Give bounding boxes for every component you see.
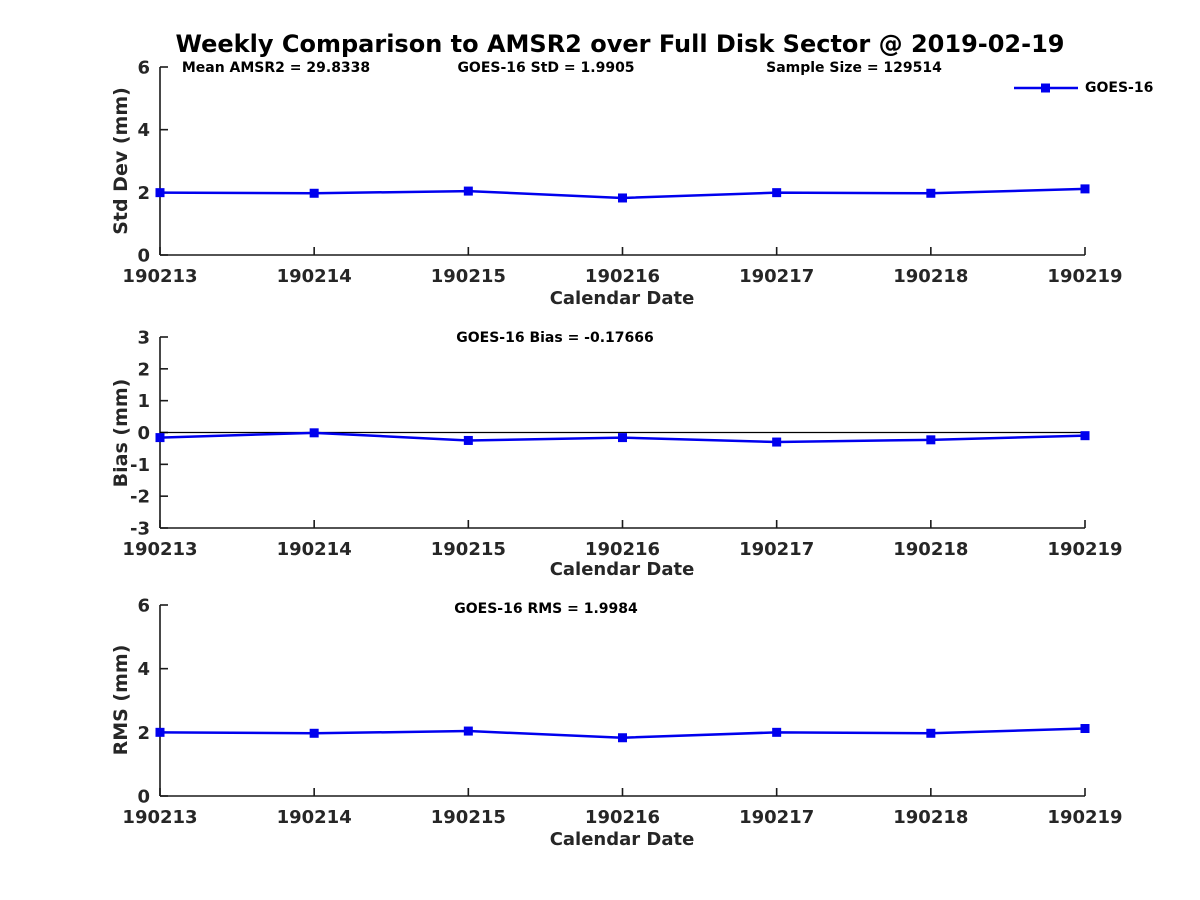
y-tick-label: 6	[137, 596, 150, 617]
data-point-marker	[772, 188, 782, 198]
data-point-marker	[309, 728, 319, 738]
x-tick-label: 190218	[893, 266, 968, 287]
legend-marker-icon	[1014, 83, 1078, 93]
data-point-marker	[463, 726, 473, 736]
x-tick-label: 190219	[1047, 266, 1122, 287]
y-tick-label: -1	[130, 455, 150, 476]
x-tick-label: 190219	[1047, 539, 1122, 560]
legend-label: GOES-16	[1085, 80, 1154, 96]
data-point-marker	[618, 733, 627, 743]
x-axis-label-1: Calendar Date	[549, 288, 695, 309]
y-tick-label: 2	[137, 359, 150, 380]
y-tick-label: 1	[137, 391, 150, 412]
x-tick-label: 190218	[893, 807, 968, 828]
x-tick-label: 190213	[122, 266, 197, 287]
stat-mean-amsr2: Mean AMSR2 = 29.8338	[181, 60, 371, 76]
data-point-marker	[463, 186, 473, 196]
stat-sample-size: Sample Size = 129514	[766, 60, 942, 76]
x-tick-label: 190219	[1047, 807, 1122, 828]
data-point-marker	[926, 435, 936, 445]
y-tick-label: 2	[137, 723, 150, 744]
y-tick-label: 6	[137, 58, 150, 79]
x-tick-label: 190213	[122, 539, 197, 560]
stat-goes16-std: GOES-16 StD = 1.9905	[457, 60, 635, 76]
x-tick-label: 190218	[893, 539, 968, 560]
x-tick-label: 190216	[585, 807, 660, 828]
x-tick-label: 190215	[431, 807, 506, 828]
subplot-title-rms: GOES-16 RMS = 1.9984	[454, 601, 638, 617]
x-tick-label: 190215	[431, 539, 506, 560]
y-tick-label: 4	[137, 659, 150, 680]
figure-title: Weekly Comparison to AMSR2 over Full Dis…	[175, 30, 1065, 58]
x-tick-label: 190214	[277, 539, 352, 560]
x-tick-label: 190216	[585, 539, 660, 560]
data-point-marker	[772, 437, 782, 447]
x-axis-label-3: Calendar Date	[549, 829, 695, 850]
data-point-marker	[618, 433, 627, 443]
x-axis-label-2: Calendar Date	[549, 559, 695, 580]
y-axis-label-rms: RMS (mm)	[110, 644, 132, 756]
x-tick-label: 190217	[739, 807, 814, 828]
x-tick-label: 190217	[739, 539, 814, 560]
data-point-marker	[309, 428, 319, 438]
x-tick-label: 190216	[585, 266, 660, 287]
y-tick-label: -3	[130, 519, 150, 540]
x-tick-label: 190215	[431, 266, 506, 287]
subplot-title-bias: GOES-16 Bias = -0.17666	[456, 330, 654, 346]
y-tick-label: 0	[137, 423, 150, 444]
data-point-marker	[1080, 184, 1090, 194]
y-tick-label: 3	[137, 328, 150, 349]
data-point-marker	[1080, 431, 1090, 441]
data-point-marker	[309, 188, 319, 198]
data-point-marker	[155, 433, 165, 443]
data-point-marker	[618, 193, 627, 203]
x-tick-label: 190213	[122, 807, 197, 828]
data-point-marker	[926, 728, 936, 738]
y-tick-label: 2	[137, 183, 150, 204]
data-point-marker	[772, 727, 782, 737]
x-tick-label: 190214	[277, 266, 352, 287]
x-tick-label: 190217	[739, 266, 814, 287]
data-point-marker	[1080, 724, 1090, 734]
data-point-marker	[926, 188, 936, 198]
x-tick-label: 190214	[277, 807, 352, 828]
data-point-marker	[155, 188, 165, 198]
y-tick-label: 0	[137, 246, 150, 267]
data-point-marker	[463, 435, 473, 445]
data-point-marker	[155, 727, 165, 737]
y-axis-label-stddev: Std Dev (mm)	[110, 87, 132, 235]
y-tick-label: 4	[137, 120, 150, 141]
y-tick-label: 0	[137, 787, 150, 808]
y-tick-label: -2	[130, 487, 150, 508]
y-axis-label-bias: Bias (mm)	[110, 378, 132, 488]
legend: GOES-16	[1014, 80, 1153, 96]
